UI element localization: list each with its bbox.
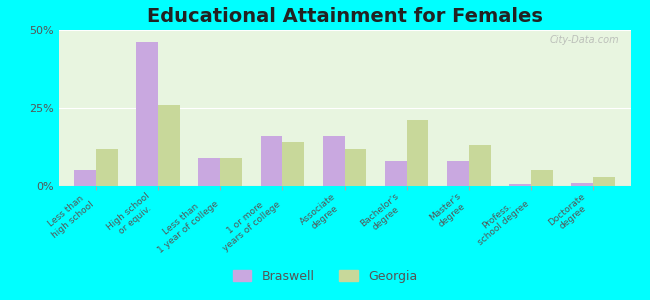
Bar: [74, 170, 96, 186]
Bar: [282, 142, 304, 186]
Bar: [593, 177, 615, 186]
Title: Educational Attainment for Females: Educational Attainment for Females: [146, 7, 543, 26]
Bar: [469, 146, 491, 186]
Bar: [447, 161, 469, 186]
Bar: [531, 170, 552, 186]
Bar: [344, 148, 366, 186]
Legend: Braswell, Georgia: Braswell, Georgia: [227, 265, 422, 288]
Bar: [220, 158, 242, 186]
Bar: [571, 183, 593, 186]
Bar: [136, 43, 158, 186]
Bar: [385, 161, 407, 186]
Bar: [323, 136, 345, 186]
Bar: [261, 136, 282, 186]
Text: City-Data.com: City-Data.com: [549, 35, 619, 45]
Bar: [96, 148, 118, 186]
Bar: [407, 121, 428, 186]
Bar: [158, 105, 180, 186]
Bar: [509, 184, 531, 186]
Bar: [198, 158, 220, 186]
